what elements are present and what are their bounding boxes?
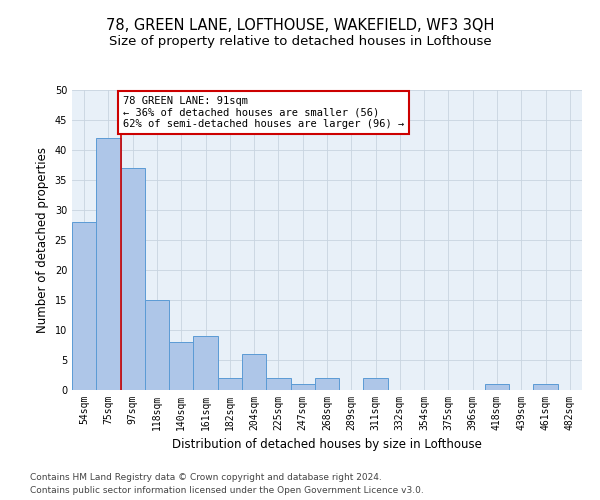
Bar (266, 378, 290, 390)
Bar (242, 354, 266, 390)
Bar (364, 378, 388, 390)
Bar (96, 138, 121, 390)
X-axis label: Distribution of detached houses by size in Lofthouse: Distribution of detached houses by size … (172, 438, 482, 452)
Bar (485, 384, 509, 390)
Bar (315, 378, 339, 390)
Bar (290, 384, 315, 390)
Bar (193, 336, 218, 390)
Bar (145, 300, 169, 390)
Text: 78, GREEN LANE, LOFTHOUSE, WAKEFIELD, WF3 3QH: 78, GREEN LANE, LOFTHOUSE, WAKEFIELD, WF… (106, 18, 494, 32)
Bar (72, 222, 96, 390)
Bar (218, 378, 242, 390)
Text: 78 GREEN LANE: 91sqm
← 36% of detached houses are smaller (56)
62% of semi-detac: 78 GREEN LANE: 91sqm ← 36% of detached h… (123, 96, 404, 129)
Bar (533, 384, 558, 390)
Y-axis label: Number of detached properties: Number of detached properties (36, 147, 49, 333)
Bar (169, 342, 193, 390)
Text: Size of property relative to detached houses in Lofthouse: Size of property relative to detached ho… (109, 35, 491, 48)
Text: Contains public sector information licensed under the Open Government Licence v3: Contains public sector information licen… (30, 486, 424, 495)
Bar (121, 168, 145, 390)
Text: Contains HM Land Registry data © Crown copyright and database right 2024.: Contains HM Land Registry data © Crown c… (30, 474, 382, 482)
